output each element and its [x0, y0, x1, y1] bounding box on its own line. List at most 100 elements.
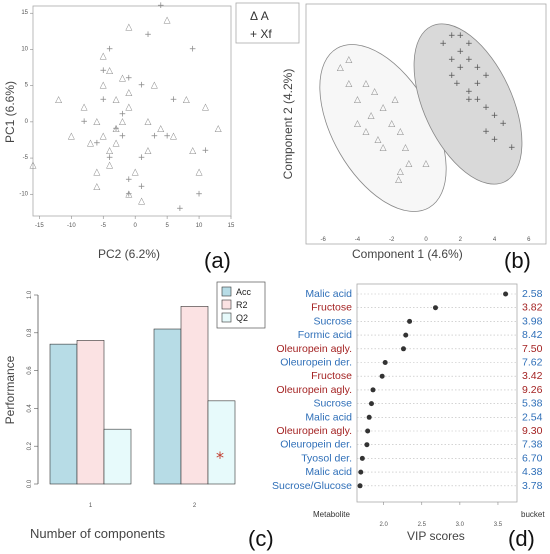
- panel-d-x-tick-label: 2.0: [379, 522, 388, 528]
- panel-c-x-axis-label: Number of components: [30, 526, 166, 541]
- point-a: △: [363, 79, 370, 89]
- point-a: △: [145, 117, 152, 127]
- point-xf: +: [482, 71, 490, 81]
- point-a: △: [113, 95, 120, 105]
- legend-swatch-acc: [221, 286, 232, 297]
- point-xf: +: [106, 153, 114, 163]
- bucket-value: 3.78: [522, 480, 543, 492]
- point-xf: +: [80, 117, 88, 127]
- vip-score-dot: [432, 305, 438, 311]
- metabolite-label: Sucrose: [313, 315, 352, 327]
- point-xf: +: [491, 135, 499, 145]
- legend-entry-xf: + Xf: [250, 27, 272, 41]
- point-a: △: [363, 127, 370, 137]
- point-a: △: [380, 143, 387, 153]
- metabolite-label: Fructose: [311, 302, 352, 314]
- panel-b-x-tick-label: 0: [424, 237, 428, 243]
- bucket-value: 3.98: [522, 315, 543, 327]
- point-xf: +: [465, 39, 473, 49]
- point-xf: +: [448, 55, 456, 65]
- point-xf: +: [99, 95, 107, 105]
- vip-score-dot: [403, 332, 409, 338]
- point-xf: +: [482, 103, 490, 113]
- panel-b-x-tick-label: -6: [320, 237, 326, 243]
- bucket-value: 5.38: [522, 398, 543, 410]
- point-a: △: [215, 124, 222, 134]
- bucket-value: 6.70: [522, 452, 543, 464]
- panel-b-x-tick-label: 6: [527, 237, 531, 243]
- vip-score-dot: [379, 373, 385, 379]
- point-xf: +: [189, 44, 197, 54]
- point-a: △: [100, 52, 107, 62]
- point-xf: +: [457, 31, 465, 41]
- panel-a-x-tick-label: -10: [67, 223, 76, 229]
- metabolite-label: Sucrose/Glucose: [272, 480, 352, 492]
- vip-score-dot: [357, 483, 363, 489]
- panel-d-plot-frame: [356, 283, 518, 503]
- metabolite-label: Sucrose: [313, 398, 352, 410]
- point-xf: +: [138, 81, 146, 91]
- point-a: △: [125, 23, 132, 33]
- metabolite-label: Malic acid: [305, 288, 352, 300]
- bucket-value: 3.42: [522, 370, 543, 382]
- bucket-column-header: bucket: [521, 510, 545, 519]
- point-xf: +: [163, 131, 171, 141]
- bar-r2: [76, 340, 105, 485]
- point-a: △: [93, 168, 100, 178]
- point-xf: +: [465, 95, 473, 105]
- point-a: △: [170, 131, 177, 141]
- significance-asterisk: *: [216, 448, 224, 467]
- panel-a-x-tick-label: 5: [165, 223, 169, 229]
- panel-a-legend-box: [235, 2, 300, 44]
- point-xf: +: [125, 73, 133, 83]
- point-a: △: [368, 111, 375, 121]
- point-a: △: [138, 197, 145, 207]
- bucket-value: 2.54: [522, 411, 543, 423]
- point-a: △: [100, 131, 107, 141]
- bucket-value: 9.26: [522, 384, 543, 396]
- panel-a-y-tick-label: -5: [23, 155, 29, 161]
- point-xf: +: [482, 127, 490, 137]
- bucket-value: 8.42: [522, 329, 543, 341]
- panel-a-y-tick-label: -10: [19, 191, 28, 197]
- point-xf: +: [457, 63, 465, 73]
- point-a: △: [125, 102, 132, 112]
- panel-b-letter: (b): [504, 248, 531, 273]
- point-a: △: [55, 95, 62, 105]
- metabolite-label: Oleuropein der.: [280, 357, 352, 369]
- point-xf: +: [474, 79, 482, 89]
- point-xf: +: [457, 47, 465, 57]
- point-a: △: [81, 102, 88, 112]
- panel-d-letter: (d): [508, 526, 535, 551]
- vip-score-dot: [359, 455, 365, 461]
- panel-a-x-tick-label: -15: [35, 223, 44, 229]
- metabolite-label: Oleuropein agly.: [276, 425, 352, 437]
- point-a: △: [402, 143, 409, 153]
- point-a: △: [113, 139, 120, 149]
- point-a: △: [375, 135, 382, 145]
- vip-score-dot: [503, 291, 509, 297]
- metabolite-label: Oleuropein der.: [280, 439, 352, 451]
- point-a: △: [106, 160, 113, 170]
- point-xf: +: [99, 66, 107, 76]
- panel-a-y-tick-label: 0: [25, 119, 29, 125]
- point-xf: +: [474, 95, 482, 105]
- vip-score-dot: [382, 360, 388, 365]
- point-xf: +: [144, 30, 152, 40]
- panel-a-y-axis-label: PC1 (6.6%): [3, 81, 17, 143]
- point-xf: +: [125, 175, 133, 185]
- panel-b-x-tick-label: -4: [355, 237, 361, 243]
- point-xf: +: [453, 79, 461, 89]
- point-xf: +: [151, 131, 159, 141]
- panel-c-letter: (c): [248, 526, 274, 551]
- panel-c-y-axis-label: Performance: [3, 355, 17, 424]
- point-xf: +: [439, 39, 447, 49]
- vip-score-dot: [368, 401, 374, 407]
- panel-a-y-tick-label: 10: [21, 46, 28, 52]
- legend-swatch-q2: [221, 312, 232, 323]
- bucket-value: 7.62: [522, 357, 543, 369]
- point-a: △: [183, 95, 190, 105]
- point-a: △: [354, 95, 361, 105]
- panel-c-x-tick-label: 2: [193, 503, 197, 509]
- panel-b-x-axis-label: Component 1 (4.6%): [352, 247, 463, 261]
